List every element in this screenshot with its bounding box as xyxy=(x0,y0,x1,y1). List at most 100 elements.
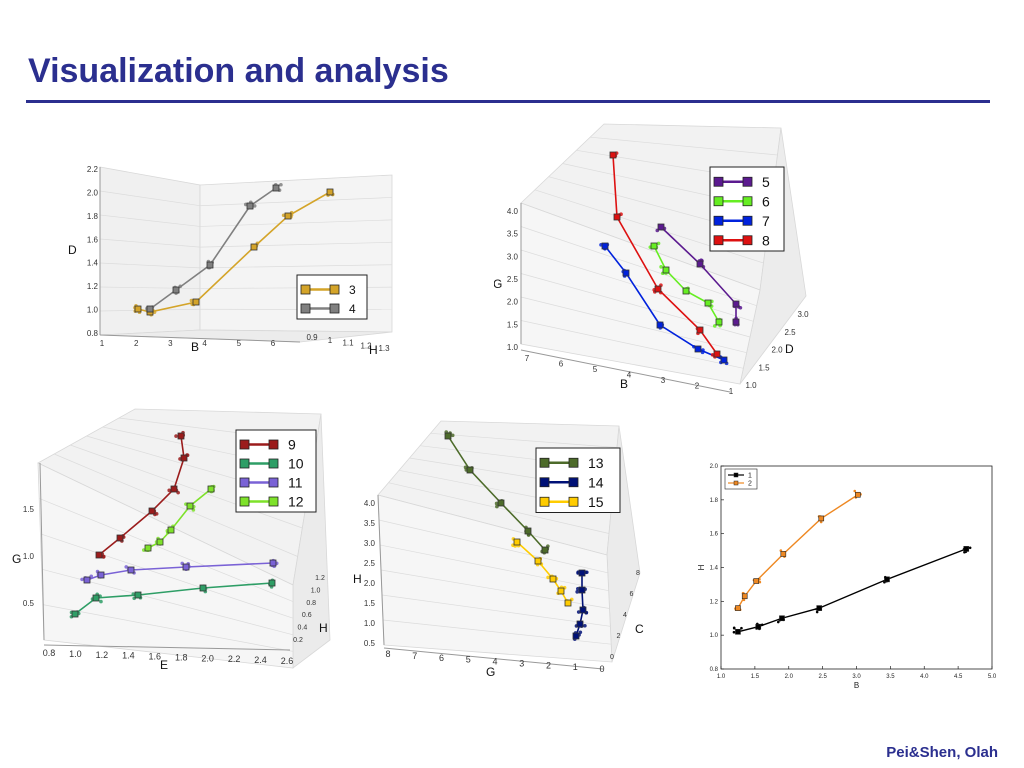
x-tick-7: 2.2 xyxy=(228,654,241,664)
series-14-sample-2-1 xyxy=(576,610,581,614)
z-tick-0: 0 xyxy=(610,654,614,661)
y-tick-3: 1.4 xyxy=(710,566,719,572)
z-tick-1: 2 xyxy=(617,633,621,640)
grid-0-2 xyxy=(99,238,201,248)
series-2-point-3 xyxy=(780,551,787,557)
legend-marker-end-14 xyxy=(568,477,579,488)
series-7-point-3 xyxy=(694,345,702,353)
legend-marker-13 xyxy=(539,457,550,468)
grid-1-2 xyxy=(199,241,393,248)
legend-marker-14 xyxy=(539,477,550,488)
z-tick-5: 1.2 xyxy=(315,575,325,582)
y-tick-0: 4.0 xyxy=(507,207,519,216)
series-14-point-4 xyxy=(572,632,580,640)
series-13-sample-2-0 xyxy=(494,501,499,506)
series-14-point-0 xyxy=(578,569,586,577)
axis-label-z: C xyxy=(635,622,644,636)
legend-marker-end-6 xyxy=(742,196,753,207)
series-9-point-0 xyxy=(95,551,103,559)
series-7-point-2 xyxy=(656,321,664,329)
axis-label-x: B xyxy=(620,377,628,391)
y-tick-6: 1.0 xyxy=(364,619,376,628)
series-7-point-4 xyxy=(720,356,728,364)
legend-marker-end-13 xyxy=(568,457,579,468)
series-8-point-2 xyxy=(654,285,662,293)
series-7-point-1 xyxy=(622,269,630,277)
x-tick-1: 1.5 xyxy=(751,674,760,680)
x-tick-8: 2.4 xyxy=(254,655,267,665)
axis-label-z: H xyxy=(369,343,378,357)
legend-label-9: 9 xyxy=(288,437,296,453)
series-13-point-0 xyxy=(444,432,452,440)
series-6-sample-1-0 xyxy=(659,265,663,269)
series-7-sample-3-1 xyxy=(700,350,705,355)
z-tick-1: 1 xyxy=(328,336,333,345)
series-9-point-1 xyxy=(116,534,124,542)
series-3-point-3 xyxy=(250,243,258,251)
x-tick-8: 5.0 xyxy=(988,674,997,680)
x-tick-1: 7 xyxy=(412,651,417,661)
legend-marker-10 xyxy=(239,458,250,469)
x-tick-3: 2.5 xyxy=(818,674,827,680)
series-7-point-0 xyxy=(601,242,609,250)
legend-marker-3 xyxy=(300,284,311,295)
x-tick-5: 6 xyxy=(271,339,276,348)
y-tick-7: 0.8 xyxy=(87,329,99,338)
series-10-point-1 xyxy=(92,594,100,602)
z-tick-4: 8 xyxy=(636,570,640,577)
x-tick-3: 4 xyxy=(202,339,207,348)
series-3-sample-2-3 xyxy=(189,298,194,303)
legend-marker-15 xyxy=(539,496,550,507)
series-8-point-1 xyxy=(613,213,621,221)
series-15-point-4 xyxy=(564,599,572,607)
series-5-point-3 xyxy=(732,318,740,326)
legend-label-15: 15 xyxy=(588,494,604,510)
series-2-sample-5-0 xyxy=(853,489,857,493)
y-tick-0: 2.2 xyxy=(87,165,99,174)
y-tick-3: 2.5 xyxy=(364,559,376,568)
series-2-point-1 xyxy=(741,593,748,600)
legend-marker-end-8 xyxy=(742,235,753,246)
legend-label-2: 2 xyxy=(748,481,752,488)
series-15-sample-2-0 xyxy=(546,575,550,580)
y-tick-1: 3.5 xyxy=(364,519,376,528)
chart-1: 2.22.01.81.61.41.21.00.81 2 3 4 5 60.9 1 1.1 1.2… xyxy=(68,165,393,357)
x-tick-2: 3 xyxy=(168,339,173,348)
series-4-sample-3-2 xyxy=(252,204,257,208)
x-tick-4: 3 xyxy=(661,376,666,385)
axis-label-y: H xyxy=(353,572,362,586)
legend-marker-12 xyxy=(239,496,250,507)
x-tick-3: 4 xyxy=(627,371,632,380)
series-10-point-3 xyxy=(199,584,207,592)
z-tick-2: 4 xyxy=(623,612,627,619)
series-10-point-2 xyxy=(134,591,142,599)
z-tick-4: 3.0 xyxy=(797,310,809,319)
chart-2: 4.03.53.02.52.01.51.076543211.01.52.02.5… xyxy=(494,123,809,396)
series-1-point-4 xyxy=(884,576,890,583)
x-tick-3: 1.4 xyxy=(122,651,135,661)
series-11-sample-0-0 xyxy=(80,577,84,582)
grid-2-1 xyxy=(379,544,609,592)
legend-marker-end-11 xyxy=(268,477,279,488)
x-tick-4: 3.0 xyxy=(852,674,861,680)
y-tick-0: 0.8 xyxy=(710,667,719,673)
chart-panel-3: 1.5 1.0 0.5 0.8 1.0 1.2 1.4 1.6 1.8 2.0 2.2 2.4 2.6 0… xyxy=(8,408,334,673)
legend-marker-end-10 xyxy=(268,458,279,469)
legend-label-10: 10 xyxy=(288,456,304,472)
x-tick-3: 5 xyxy=(466,655,471,665)
grid-2-2 xyxy=(380,569,610,609)
y-tick-2: 0.5 xyxy=(23,599,35,608)
grid-0-1 xyxy=(99,214,201,227)
series-6-point-4 xyxy=(715,318,723,326)
x-tick-2: 2.0 xyxy=(785,674,794,680)
grid-2-4 xyxy=(382,619,612,645)
x-tick-4: 1.6 xyxy=(149,652,162,662)
series-11-sample-2-2 xyxy=(124,565,129,569)
series-14-sample-4-2 xyxy=(578,630,583,635)
y-tick-5: 1.8 xyxy=(710,498,719,504)
axis-label-x: G xyxy=(486,665,495,678)
series-12-point-1 xyxy=(156,538,164,546)
x-tick-1: 1.0 xyxy=(69,649,82,659)
axis-label-y: G xyxy=(12,552,21,566)
legend-marker-end-7 xyxy=(742,215,753,226)
